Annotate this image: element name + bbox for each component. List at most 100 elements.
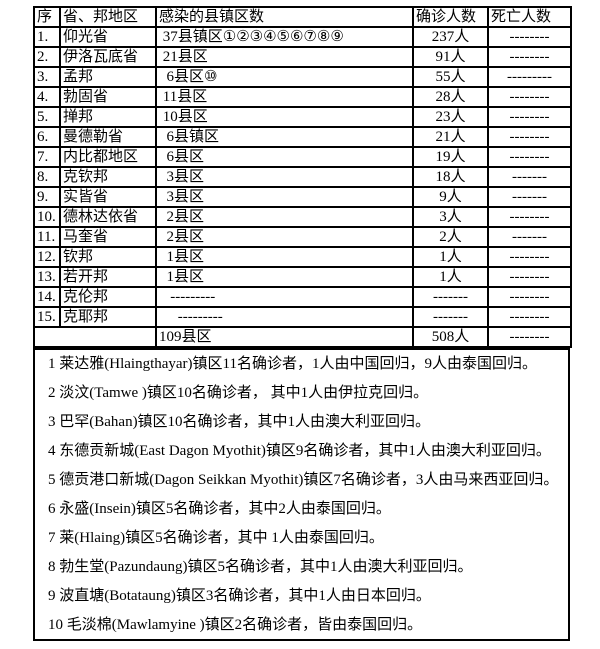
header-districts: 感染的县镇区数 [155, 6, 414, 28]
note-line: 7 莱(Hlaing)镇区5名确诊者，其中 1人由泰国回归。 [48, 530, 384, 546]
header-no: 序 [33, 6, 61, 28]
col-no: 11. [33, 226, 61, 248]
table-row: 2. 伊洛瓦底省 21县区 91人 -------- [33, 46, 572, 68]
col-districts: 2县区 [155, 206, 414, 228]
col-confirmed: 1人 [412, 246, 489, 268]
infection-stats-table: 序 省、邦地区 感染的县镇区数 确诊人数 死亡人数 1. 仰光省 37县镇区①②③… [33, 6, 572, 348]
header-deaths: 死亡人数 [487, 6, 572, 28]
note-line: 1 莱达雅(Hlaingthayar)镇区11名确诊者，1人由中国回归，9人由泰… [48, 356, 537, 372]
col-no: 6. [33, 126, 61, 148]
col-confirmed: 28人 [412, 86, 489, 108]
col-region: 若开邦 [59, 266, 157, 288]
col-region: 克伦邦 [59, 286, 157, 308]
note-line: 4 东德贡新城(East Dagon Myothit)镇区9名确诊者，其中1人由… [48, 443, 551, 459]
col-no: 9. [33, 186, 61, 208]
note-line: 10 毛淡棉(Mawlamyine )镇区2名确诊者，皆由泰国回归。 [48, 617, 423, 633]
col-confirmed: 19人 [412, 146, 489, 168]
col-deaths: -------- [487, 126, 572, 148]
col-deaths: -------- [487, 46, 572, 68]
col-region: 马奎省 [59, 226, 157, 248]
table-row: 14. 克伦邦 --------- ------- -------- [33, 286, 572, 308]
col-districts: 1县区 [155, 246, 414, 268]
col-confirmed: ------- [412, 286, 489, 308]
col-districts: 11县区 [155, 86, 414, 108]
col-region: 内比都地区 [59, 146, 157, 168]
col-districts: 6县镇区 [155, 126, 414, 148]
col-region: 孟邦 [59, 66, 157, 88]
note-line: 6 永盛(Insein)镇区5名确诊者，其中2人由泰国回归。 [48, 501, 391, 517]
col-region: 伊洛瓦底省 [59, 46, 157, 68]
col-confirmed: 18人 [412, 166, 489, 188]
col-confirmed: ------- [412, 306, 489, 328]
col-region: 钦邦 [59, 246, 157, 268]
col-confirmed: 237人 [412, 26, 489, 48]
col-deaths: -------- [487, 286, 572, 308]
col-no: 14. [33, 286, 61, 308]
col-districts: --------- [155, 306, 414, 328]
table-row: 15. 克耶邦 --------- ------- -------- [33, 306, 572, 328]
col-region: 曼德勒省 [59, 126, 157, 148]
table-row: 7. 内比都地区 6县区 19人 -------- [33, 146, 572, 168]
table-row: 13. 若开邦 1县区 1人 -------- [33, 266, 572, 288]
table-row: 10. 德林达依省 2县区 3人 -------- [33, 206, 572, 228]
col-no: 4. [33, 86, 61, 108]
note-line: 5 德贡港口新城(Dagon Seikkan Myothit)镇区7名确诊者，3… [48, 472, 559, 488]
table-row: 4. 勃固省 11县区 28人 -------- [33, 86, 572, 108]
col-region: 勃固省 [59, 86, 157, 108]
notes-section: 1 莱达雅(Hlaingthayar)镇区11名确诊者，1人由中国回归，9人由泰… [33, 348, 570, 641]
col-no: 5. [33, 106, 61, 128]
note-line: 8 勃生堂(Pazundaung)镇区5名确诊者，其中1人由澳大利亚回归。 [48, 559, 473, 575]
col-confirmed: 91人 [412, 46, 489, 68]
col-districts: --------- [155, 286, 414, 308]
col-region: 实皆省 [59, 186, 157, 208]
col-region: 克钦邦 [59, 166, 157, 188]
col-deaths: -------- [487, 306, 572, 328]
note-line: 2 淡汶(Tamwe )镇区10名确诊者， 其中1人由伊拉克回归。 [48, 385, 429, 401]
table-row: 6. 曼德勒省 6县镇区 21人 -------- [33, 126, 572, 148]
col-deaths: ------- [487, 186, 572, 208]
col-deaths: -------- [487, 86, 572, 108]
total-empty-cell [33, 326, 157, 348]
table-row: 5. 掸邦 10县区 23人 -------- [33, 106, 572, 128]
table-row: 3. 孟邦 6县区⑩ 55人 --------- [33, 66, 572, 88]
col-districts: 6县区⑩ [155, 66, 414, 88]
col-districts: 37县镇区①②③④⑤⑥⑦⑧⑨ [155, 26, 414, 48]
col-deaths: --------- [487, 66, 572, 88]
col-districts: 3县区 [155, 166, 414, 188]
col-deaths: -------- [487, 266, 572, 288]
col-districts: 6县区 [155, 146, 414, 168]
col-region: 德林达依省 [59, 206, 157, 228]
col-confirmed: 2人 [412, 226, 489, 248]
col-no: 2. [33, 46, 61, 68]
col-no: 3. [33, 66, 61, 88]
col-region: 克耶邦 [59, 306, 157, 328]
col-deaths: ------- [487, 226, 572, 248]
note-line: 3 巴罕(Bahan)镇区10名确诊者，其中1人由澳大利亚回归。 [48, 414, 431, 430]
col-deaths: -------- [487, 26, 572, 48]
col-districts: 3县区 [155, 186, 414, 208]
col-districts: 21县区 [155, 46, 414, 68]
col-no: 12. [33, 246, 61, 268]
total-deaths: -------- [487, 326, 572, 348]
col-region: 仰光省 [59, 26, 157, 48]
col-confirmed: 23人 [412, 106, 489, 128]
col-districts: 10县区 [155, 106, 414, 128]
col-confirmed: 3人 [412, 206, 489, 228]
col-no: 13. [33, 266, 61, 288]
col-no: 10. [33, 206, 61, 228]
col-deaths: -------- [487, 246, 572, 268]
col-confirmed: 1人 [412, 266, 489, 288]
col-districts: 2县区 [155, 226, 414, 248]
col-confirmed: 55人 [412, 66, 489, 88]
table-row: 1. 仰光省 37县镇区①②③④⑤⑥⑦⑧⑨ 237人 -------- [33, 26, 572, 48]
total-row: 109县区 508人 -------- [33, 326, 572, 348]
total-confirmed: 508人 [412, 326, 489, 348]
col-no: 7. [33, 146, 61, 168]
col-no: 1. [33, 26, 61, 48]
col-deaths: -------- [487, 106, 572, 128]
col-deaths: ------- [487, 166, 572, 188]
col-confirmed: 9人 [412, 186, 489, 208]
col-no: 8. [33, 166, 61, 188]
col-no: 15. [33, 306, 61, 328]
table-row: 8. 克钦邦 3县区 18人 ------- [33, 166, 572, 188]
